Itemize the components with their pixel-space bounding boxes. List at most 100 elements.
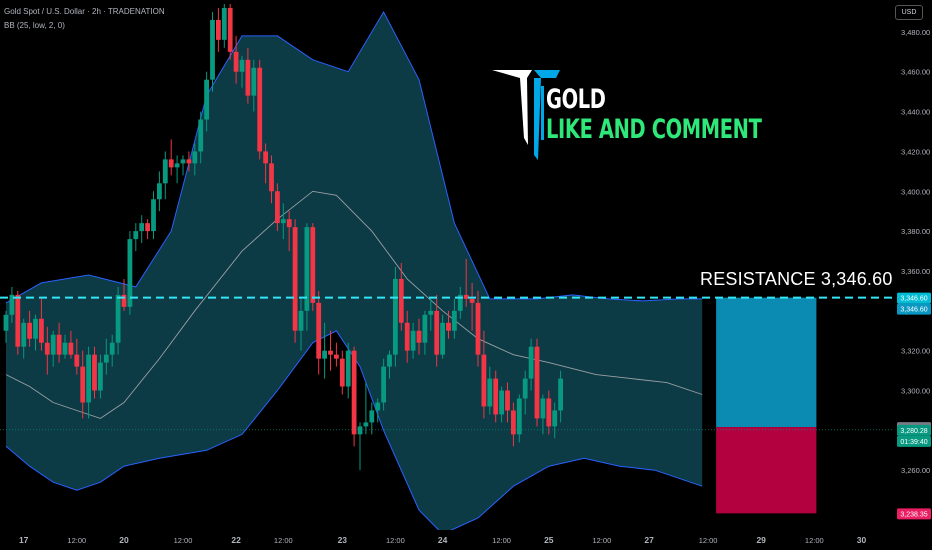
candle <box>452 298 457 339</box>
candle-body <box>80 366 86 403</box>
candle <box>499 386 504 423</box>
candle <box>44 326 50 375</box>
price-tick-label: 3,420.00 <box>901 147 930 156</box>
time-tick-label: 12:00 <box>699 536 718 545</box>
candle-body <box>304 227 310 311</box>
candle-body <box>27 322 32 339</box>
candle <box>404 310 410 363</box>
candle <box>174 155 180 184</box>
candle <box>463 259 469 307</box>
candle <box>216 7 221 52</box>
candle-body <box>322 350 327 359</box>
candle-body <box>404 322 410 351</box>
candle-body <box>21 322 27 347</box>
price-tick-label: 3,400.00 <box>901 187 930 196</box>
candle-body <box>280 219 286 224</box>
candle <box>133 223 139 252</box>
candle-body <box>115 294 121 343</box>
candle-body <box>221 7 227 40</box>
candle-body <box>351 350 357 435</box>
candle-body <box>216 19 221 40</box>
candle-body <box>139 223 145 232</box>
indicator-legend[interactable]: BB (25, low, 2, 0) <box>4 21 65 30</box>
candle <box>522 370 528 415</box>
candle-body <box>493 378 499 415</box>
candle-body <box>121 294 127 307</box>
candle-body <box>446 322 451 331</box>
candle <box>21 318 27 359</box>
candle-body <box>109 342 115 355</box>
candle <box>86 346 91 419</box>
candle <box>558 370 563 423</box>
time-tick-label: 30 <box>857 535 867 545</box>
candle-body <box>68 342 74 355</box>
time-tick-label: 12:00 <box>492 536 511 545</box>
price-tag-text: 01:39:40 <box>900 439 927 446</box>
candle-body <box>522 378 528 399</box>
price-tag-bg <box>897 508 931 520</box>
candle <box>98 354 103 399</box>
candle <box>9 286 15 323</box>
candle-body <box>151 199 156 232</box>
candle <box>363 382 369 435</box>
price-tag: 3,346.60 <box>897 292 931 304</box>
price-axis[interactable]: 3,260.003,280.003,300.003,320.003,340.00… <box>893 0 932 550</box>
resistance-label: RESISTANCE 3,346.60 <box>700 269 893 289</box>
candle <box>233 35 239 84</box>
price-tags: 3,346.603,346.603,281.653,280.2801:39:40… <box>897 292 931 520</box>
candle <box>257 59 263 160</box>
candle-body <box>440 322 445 355</box>
candle-body <box>369 410 375 423</box>
candle <box>68 330 74 359</box>
candle-body <box>310 227 316 303</box>
candle-body <box>204 79 209 120</box>
time-axis[interactable]: 17 12:00 20 12:00 22 12:00 23 12:00 24 12:00 25 12:… <box>0 530 932 550</box>
candle-body <box>92 354 97 391</box>
candle-body <box>475 302 481 355</box>
currency-button[interactable]: USD <box>895 5 923 20</box>
candle-body <box>410 330 416 351</box>
candle-body <box>15 294 21 347</box>
candle-body <box>381 366 386 403</box>
candle <box>316 290 322 375</box>
candle-body <box>540 398 546 419</box>
candle-body <box>86 354 91 403</box>
candle <box>534 338 540 427</box>
candle-body <box>487 378 493 407</box>
candle <box>145 219 150 240</box>
price-tag-text: 3,280.28 <box>900 428 927 435</box>
candle <box>27 310 32 347</box>
candle-body <box>363 422 369 427</box>
candle-body <box>103 354 109 363</box>
candle <box>263 143 268 184</box>
band-fill <box>6 12 703 534</box>
candle <box>292 219 298 343</box>
candle <box>151 191 156 240</box>
candle <box>511 402 516 447</box>
candle-body <box>428 310 434 315</box>
time-tick-label: 27 <box>644 535 654 545</box>
candle <box>505 382 510 423</box>
target-zone <box>716 297 817 428</box>
price-tick-label: 3,480.00 <box>901 28 930 37</box>
candle <box>269 155 274 204</box>
candle-body <box>198 119 204 152</box>
candle <box>109 334 115 367</box>
candle <box>239 55 245 88</box>
candle <box>280 203 286 240</box>
time-tick-label: 29 <box>756 535 766 545</box>
time-tick-label: 17 <box>19 535 29 545</box>
candle-body <box>334 354 339 359</box>
price-tag: 01:39:40 <box>897 435 931 447</box>
candle-body <box>416 330 422 343</box>
candle-body <box>9 294 15 315</box>
candles <box>3 3 563 471</box>
position-box <box>716 297 817 514</box>
candle-body <box>251 67 257 96</box>
candle <box>469 282 475 331</box>
candle-body <box>457 294 463 311</box>
candle-body <box>534 346 540 419</box>
candle-body <box>516 398 522 435</box>
candle-body <box>434 310 440 355</box>
